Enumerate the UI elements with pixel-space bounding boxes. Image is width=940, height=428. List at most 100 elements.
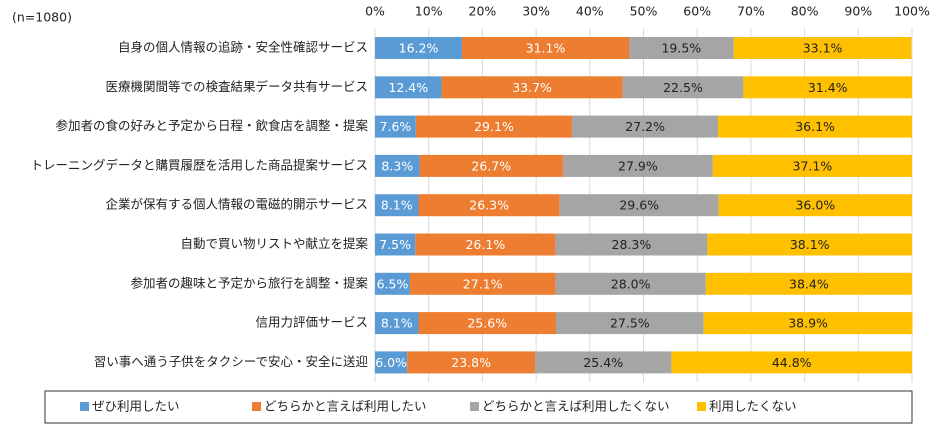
value-label: 23.8% — [451, 355, 491, 370]
bar-segment — [375, 154, 420, 177]
bar-segment — [441, 76, 623, 99]
bar-segment — [718, 115, 912, 138]
x-tick-label: 100% — [894, 4, 930, 19]
value-label: 7.5% — [379, 237, 411, 252]
category-label: 習い事へ通う子供をタクシーで安心・安全に送迎 — [94, 354, 368, 369]
x-tick-label: 40% — [576, 4, 604, 19]
category-label: 参加者の趣味と予定から旅行を調整・提案 — [130, 275, 368, 290]
bar-segment — [418, 312, 556, 335]
value-label: 8.1% — [381, 316, 413, 331]
category-label: トレーニングデータと購買履歴を活用した商品提案サービス — [30, 157, 368, 172]
value-label: 7.6% — [380, 119, 412, 134]
value-label: 38.1% — [790, 237, 830, 252]
bar-segment — [419, 154, 563, 177]
bar-segment — [418, 194, 560, 217]
value-label: 36.1% — [795, 119, 835, 134]
x-tick-label: 90% — [844, 4, 872, 19]
category-label: 参加者の食の好みと予定から日程・飲食店を調整・提案 — [55, 118, 368, 133]
value-label: 37.1% — [793, 158, 833, 173]
bar-segment — [415, 115, 573, 138]
bar-segment — [743, 76, 912, 99]
sample-size: (n=1080) — [12, 10, 72, 25]
value-label: 8.1% — [381, 198, 413, 213]
value-label: 6.5% — [377, 276, 409, 291]
legend-swatch — [252, 402, 261, 411]
bar-segment — [375, 312, 419, 335]
bar-segment — [555, 233, 708, 256]
value-label: 38.4% — [789, 276, 829, 291]
category-label: 自動で買い物リストや献立を提案 — [180, 236, 368, 251]
bar-segment — [707, 233, 912, 256]
bar-segment — [671, 351, 912, 374]
legend-label: ぜひ利用したい — [92, 399, 180, 414]
value-label: 38.9% — [788, 316, 828, 331]
bar-segment — [375, 194, 419, 217]
x-tick-label: 60% — [683, 4, 711, 19]
bar-segment — [572, 115, 719, 138]
value-label: 26.1% — [465, 237, 505, 252]
bar-segment — [375, 233, 416, 256]
value-label: 26.7% — [471, 158, 511, 173]
legend-swatch — [470, 402, 479, 411]
value-label: 22.5% — [663, 80, 703, 95]
value-label: 27.2% — [625, 119, 665, 134]
value-label: 28.3% — [612, 237, 652, 252]
legend-box — [44, 390, 913, 424]
value-label: 25.4% — [583, 355, 623, 370]
value-label: 6.0% — [375, 355, 407, 370]
bar-segment — [535, 351, 672, 374]
value-label: 19.5% — [661, 41, 701, 56]
value-label: 26.3% — [469, 198, 509, 213]
bar-segment — [712, 154, 912, 177]
value-label: 27.5% — [610, 316, 650, 331]
bar-segment — [461, 37, 630, 59]
x-tick-label: 30% — [522, 4, 550, 19]
category-label: 自身の個人情報の追跡・安全性確認サービス — [118, 40, 368, 55]
value-label: 33.1% — [803, 41, 843, 56]
bar-segment — [733, 37, 912, 59]
x-tick-label: 0% — [365, 4, 385, 19]
bar-segment — [375, 76, 442, 99]
bar-segment — [703, 312, 913, 335]
bar-segment — [562, 154, 713, 177]
value-label: 16.2% — [399, 41, 439, 56]
bar-segment — [629, 37, 734, 59]
bar-segment — [555, 272, 706, 295]
x-tick-label: 10% — [415, 4, 443, 19]
bar-segment — [555, 312, 704, 335]
legend-label: 利用したくない — [709, 399, 797, 414]
bar-segment — [375, 37, 462, 59]
value-label: 44.8% — [772, 355, 812, 370]
category-label: 信用力評価サービス — [255, 315, 368, 330]
bar-segment — [409, 272, 556, 295]
legend-label: どちらかと言えば利用したくない — [482, 399, 670, 414]
x-tick-label: 70% — [737, 4, 765, 19]
bar-segment — [407, 351, 536, 374]
value-label: 8.3% — [381, 158, 413, 173]
bar-segment — [559, 194, 719, 217]
x-tick-label: 80% — [791, 4, 819, 19]
value-label: 29.6% — [619, 198, 659, 213]
value-label: 31.1% — [526, 41, 566, 56]
category-label: 医療機関間等での検査結果データ共有サービス — [105, 79, 368, 94]
legend-swatch — [80, 402, 89, 411]
x-tick-label: 20% — [469, 4, 497, 19]
bar-segment — [718, 194, 912, 217]
value-label: 25.6% — [467, 316, 507, 331]
bar-segment — [622, 76, 744, 99]
value-label: 36.0% — [795, 198, 835, 213]
legend-swatch — [697, 402, 706, 411]
x-tick-label: 50% — [630, 4, 658, 19]
value-label: 27.9% — [618, 158, 658, 173]
value-label: 33.7% — [512, 80, 552, 95]
category-label: 企業が保有する個人情報の電磁的開示サービス — [105, 197, 368, 212]
bar-segment — [375, 272, 410, 295]
value-label: 27.1% — [463, 276, 503, 291]
value-label: 29.1% — [474, 119, 514, 134]
value-label: 28.0% — [611, 276, 651, 291]
bar-segment — [415, 233, 556, 256]
bar-segment — [705, 272, 912, 295]
value-label: 12.4% — [388, 80, 428, 95]
bar-segment — [375, 115, 416, 138]
